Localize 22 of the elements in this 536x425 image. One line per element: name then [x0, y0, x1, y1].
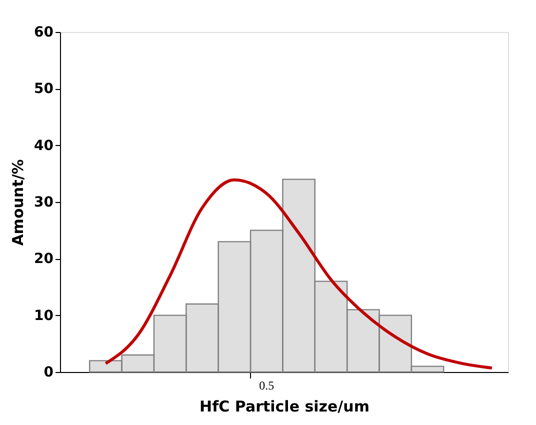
bar: [250, 230, 284, 373]
bar: [89, 360, 122, 373]
bar: [186, 303, 219, 373]
bar: [346, 309, 380, 373]
bar: [282, 178, 316, 373]
y-tick-label: 20: [34, 251, 54, 268]
y-tick-label: 40: [34, 138, 54, 154]
y-tick-label: 60: [34, 24, 54, 40]
bar: [153, 314, 187, 373]
y-axis-title: Amount/%: [9, 159, 28, 246]
y-tick-label: 50: [34, 81, 54, 98]
bar: [314, 280, 348, 373]
line-series: [104, 178, 494, 370]
x-axis-title: HfC Particle size/um: [200, 398, 370, 416]
bar: [410, 366, 444, 373]
bar: [121, 354, 155, 373]
y-tick-label: 30: [34, 194, 54, 210]
bar: [378, 314, 412, 373]
y-tick-label: 10: [34, 308, 54, 324]
bar: [218, 241, 252, 373]
x-tick-label: 0.5: [259, 378, 274, 392]
y-tick-label: 0: [44, 364, 54, 380]
